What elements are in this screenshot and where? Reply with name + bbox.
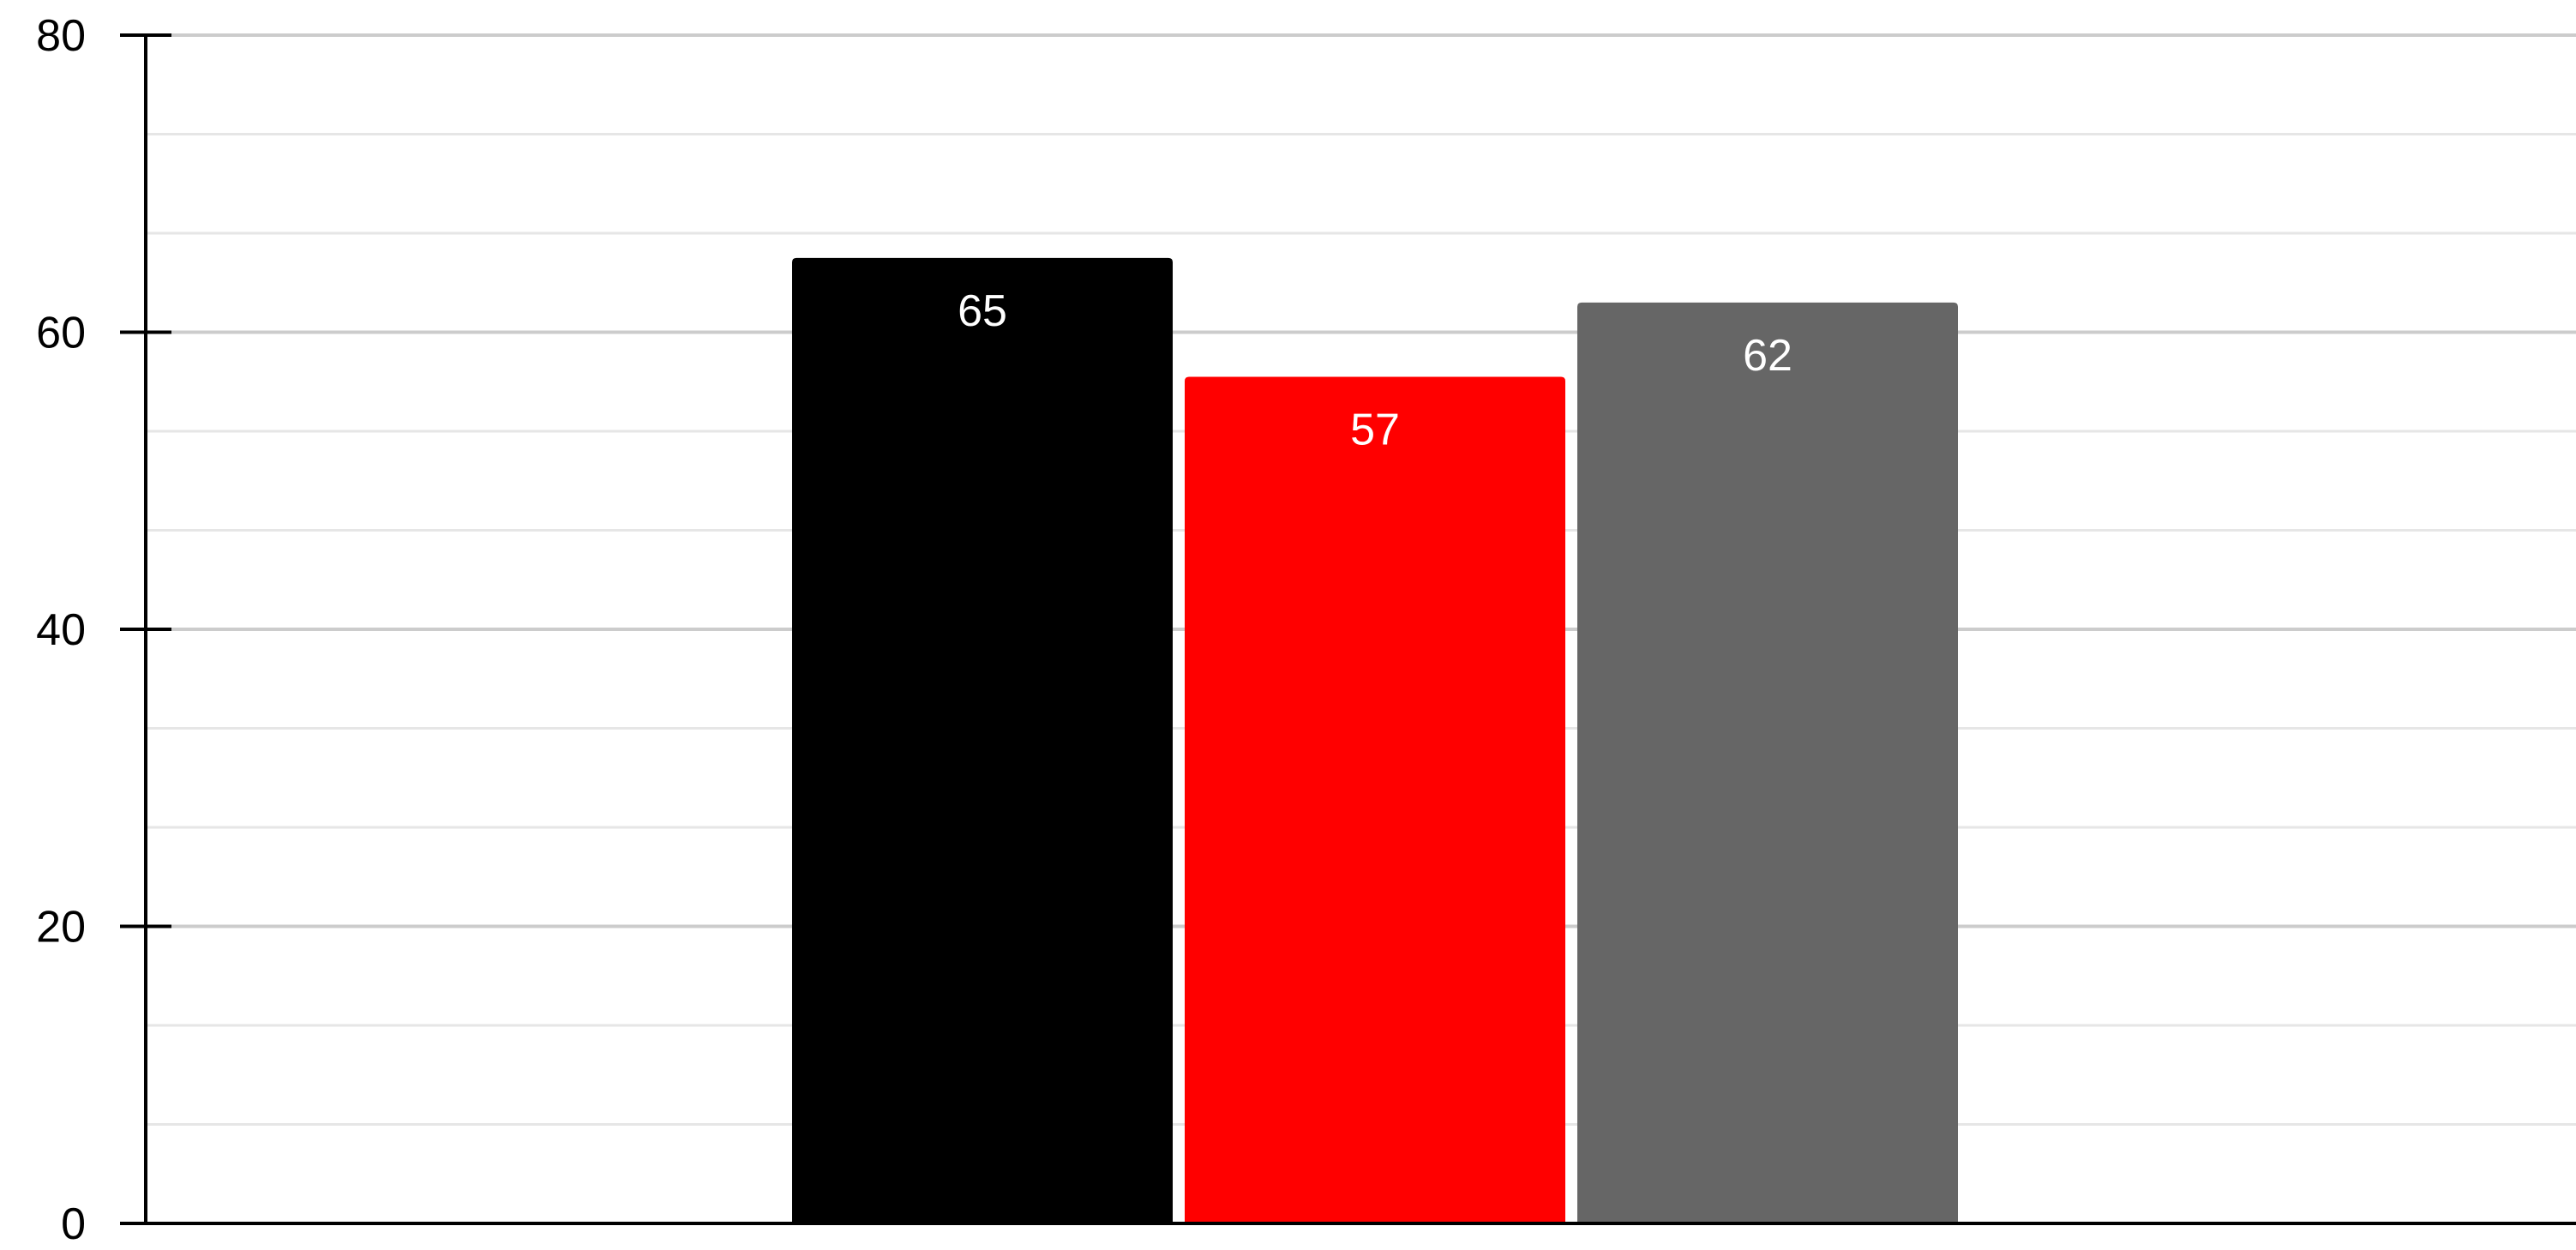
bar-value-label-3: 62 <box>1743 331 1792 381</box>
axis-layer: 0 20 40 60 80 <box>36 11 2576 1249</box>
bar-1 <box>792 257 1173 1223</box>
data-labels-layer: 65 57 62 <box>958 286 1792 455</box>
bar-value-label-2: 57 <box>1350 405 1400 454</box>
bar-2 <box>1185 376 1565 1224</box>
bar-value-label-1: 65 <box>958 286 1007 336</box>
bars-layer <box>792 257 1958 1224</box>
y-tick-label: 0 <box>61 1199 86 1246</box>
y-tick-label: 40 <box>36 605 86 655</box>
y-tick-label: 80 <box>36 11 86 61</box>
y-tick-label: 20 <box>36 903 86 953</box>
bar-3 <box>1577 302 1958 1224</box>
y-tick-label: 60 <box>36 309 86 358</box>
